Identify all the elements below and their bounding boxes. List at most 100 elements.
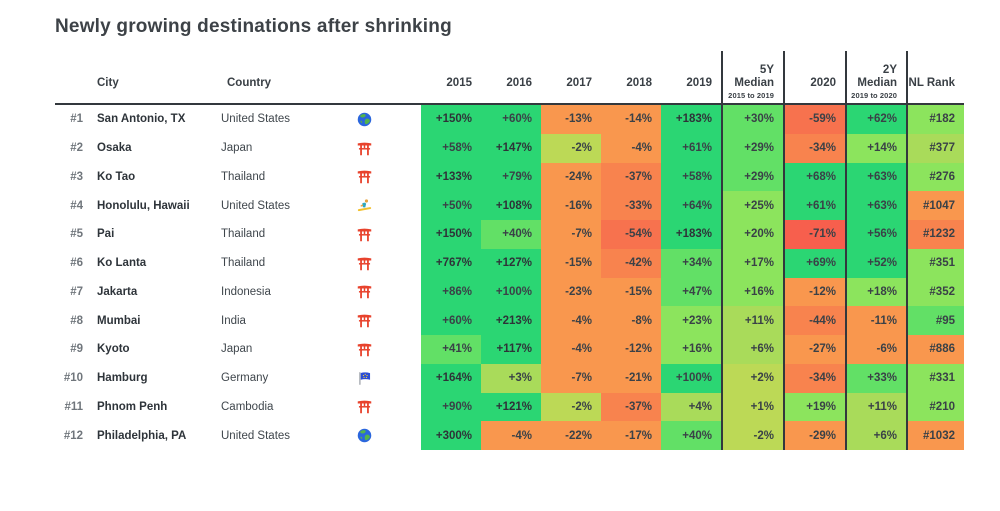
nl-rank-cell: #182 xyxy=(908,105,964,134)
value-cell: -27% xyxy=(785,335,845,364)
column-divider xyxy=(783,248,785,278)
country-cell: Japan xyxy=(221,343,253,356)
median-5y-top-label: 5Y xyxy=(759,63,774,76)
value-cell: -12% xyxy=(601,335,661,364)
column-divider xyxy=(783,306,785,335)
nl-rank-cell: #377 xyxy=(908,133,964,163)
city-column-header: City xyxy=(97,76,119,89)
column-divider xyxy=(906,220,908,249)
column-divider xyxy=(783,191,785,220)
column-divider xyxy=(845,133,847,163)
year-2019-header: 2019 xyxy=(686,76,712,89)
value-cell: +56% xyxy=(847,220,906,249)
globe-icon xyxy=(333,421,421,450)
nl-rank-cell: #210 xyxy=(908,392,964,422)
column-divider xyxy=(906,363,908,393)
column-divider xyxy=(721,392,723,422)
flag-column-header xyxy=(333,51,421,103)
median-5y-sub-label: 2015 to 2019 xyxy=(728,91,774,101)
column-divider xyxy=(906,162,908,192)
value-cell: +6% xyxy=(723,335,783,364)
country-cell: Germany xyxy=(221,372,269,385)
value-cell: +63% xyxy=(847,191,906,220)
value-cell: +25% xyxy=(723,191,783,220)
column-divider xyxy=(783,220,785,249)
torii-icon xyxy=(333,278,421,307)
value-cell: -7% xyxy=(541,220,601,249)
value-cell: -2% xyxy=(723,421,783,450)
rank-cell: #5 xyxy=(70,228,83,241)
column-divider xyxy=(783,277,785,307)
value-cell: +58% xyxy=(661,162,721,192)
value-cell: +183% xyxy=(661,220,721,249)
value-cell: -44% xyxy=(785,306,845,335)
column-divider xyxy=(783,51,785,103)
column-divider xyxy=(906,421,908,450)
torii-icon xyxy=(333,134,421,163)
value-cell: -37% xyxy=(601,162,661,192)
value-cell: +40% xyxy=(481,220,541,249)
value-cell: -6% xyxy=(847,335,906,364)
column-divider xyxy=(845,162,847,192)
column-divider xyxy=(845,335,847,364)
column-divider xyxy=(845,421,847,450)
country-cell: Thailand xyxy=(221,257,266,270)
column-divider xyxy=(845,51,847,103)
column-divider xyxy=(721,277,723,307)
value-cell: +47% xyxy=(661,277,721,307)
median-2y-top-label: 2Y xyxy=(882,63,897,76)
value-cell: -17% xyxy=(601,421,661,450)
city-cell: Ko Tao xyxy=(97,170,136,183)
value-cell: +117% xyxy=(481,335,541,364)
nl-rank-header: NL Rank xyxy=(908,76,955,89)
value-cell: -22% xyxy=(541,421,601,450)
year-2016-header: 2016 xyxy=(506,76,532,89)
value-cell: +19% xyxy=(785,392,845,422)
column-divider xyxy=(721,51,723,103)
value-cell: +16% xyxy=(723,277,783,307)
rank-cell: #11 xyxy=(64,400,83,413)
column-divider xyxy=(783,392,785,422)
value-cell: +11% xyxy=(723,306,783,335)
column-divider xyxy=(845,191,847,220)
eu-flag-icon xyxy=(333,364,421,393)
country-cell: Thailand xyxy=(221,170,266,183)
value-cell: -2% xyxy=(541,392,601,422)
rank-cell: #10 xyxy=(63,372,83,385)
country-cell: Japan xyxy=(221,142,253,155)
column-divider xyxy=(845,277,847,307)
value-cell: +50% xyxy=(421,191,481,220)
rank-cell: #9 xyxy=(70,343,83,356)
column-divider xyxy=(845,248,847,278)
column-divider xyxy=(845,105,847,134)
country-cell: Cambodia xyxy=(221,400,274,413)
torii-icon xyxy=(333,335,421,364)
torii-icon xyxy=(333,393,421,422)
value-cell: +17% xyxy=(723,248,783,278)
column-divider xyxy=(783,363,785,393)
rank-cell: #4 xyxy=(70,199,83,212)
median-2y-bottom-label: Median xyxy=(857,77,897,90)
destinations-table: City Country 2015 2016 2017 2018 2019 5Y… xyxy=(55,51,964,450)
value-cell: +18% xyxy=(847,277,906,307)
column-divider xyxy=(721,220,723,249)
value-cell: -13% xyxy=(541,105,601,134)
value-cell: -59% xyxy=(785,105,845,134)
rank-cell: #6 xyxy=(70,257,83,270)
value-cell: +29% xyxy=(723,133,783,163)
value-cell: +90% xyxy=(421,392,481,422)
column-divider xyxy=(721,335,723,364)
value-cell: +23% xyxy=(661,306,721,335)
value-cell: +164% xyxy=(421,363,481,393)
column-divider xyxy=(721,133,723,163)
column-divider xyxy=(906,191,908,220)
nl-rank-cell: #1232 xyxy=(908,220,964,249)
column-divider xyxy=(906,277,908,307)
value-cell: +64% xyxy=(661,191,721,220)
torii-icon xyxy=(333,220,421,249)
value-cell: +62% xyxy=(847,105,906,134)
column-divider xyxy=(783,162,785,192)
value-cell: +4% xyxy=(661,392,721,422)
city-cell: Pai xyxy=(97,228,115,241)
value-cell: +61% xyxy=(785,191,845,220)
